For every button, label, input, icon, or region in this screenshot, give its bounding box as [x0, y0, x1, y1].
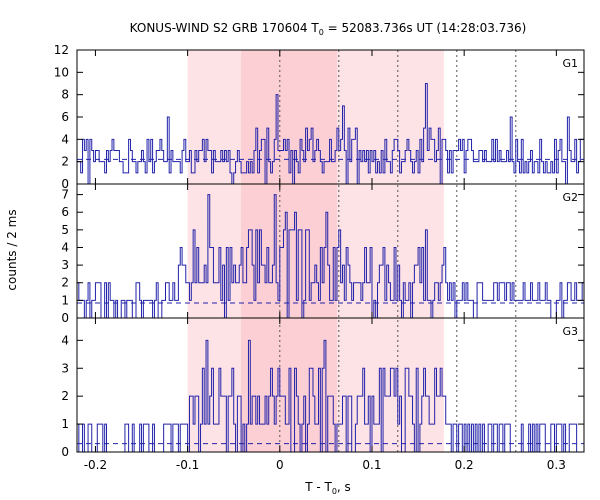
y-tick-label-g3-2: 2 [61, 389, 69, 403]
y-tick-label-g2-6: 6 [61, 205, 69, 219]
y-tick-label-g2-7: 7 [61, 188, 69, 202]
series-g1 [77, 83, 584, 185]
y-tick-label-g1-1: 2 [61, 155, 69, 169]
y-tick-label-g2-2: 2 [61, 276, 69, 290]
y-tick-label-g2-3: 3 [61, 258, 69, 272]
count-series [77, 83, 584, 453]
x-tick-label-1: -0.1 [176, 458, 199, 472]
x-tick-label-4: 0.2 [455, 458, 474, 472]
x-tick-label-2: 0 [276, 458, 284, 472]
y-axis-label: counts / 2 ms [5, 209, 19, 290]
y-tick-label-g2-4: 4 [61, 240, 69, 254]
panel-label-g1: G1 [562, 57, 578, 70]
y-tick-label-g2-1: 1 [61, 293, 69, 307]
y-tick-label-g2-5: 5 [61, 223, 69, 237]
x-tick-label-5: 0.3 [547, 458, 566, 472]
panel-frame-g3 [76, 317, 585, 453]
x-tick-label-0: -0.2 [84, 458, 107, 472]
x-tick-label-3: 0.1 [362, 458, 381, 472]
y-tick-label-g3-1: 1 [61, 417, 69, 431]
y-tick-label-g1-3: 6 [61, 110, 69, 124]
panel-label-g3: G3 [562, 325, 578, 338]
chart-title: KONUS-WIND S2 GRB 170604 T0 = 52083.736s… [130, 21, 527, 37]
y-tick-label-g1-0: 0 [61, 177, 69, 191]
series-g2 [77, 194, 584, 319]
y-tick-label-g2-0: 0 [61, 311, 69, 325]
y-tick-label-g3-4: 4 [61, 333, 69, 347]
y-tick-label-g3-0: 0 [61, 445, 69, 459]
x-axis-label: T - T0, s [304, 480, 351, 496]
y-tick-label-g1-6: 12 [54, 43, 69, 57]
panel-label-g2: G2 [562, 191, 578, 204]
y-tick-label-g1-4: 8 [61, 88, 69, 102]
y-tick-label-g3-3: 3 [61, 361, 69, 375]
y-tick-label-g1-2: 4 [61, 132, 69, 146]
y-tick-label-g1-5: 10 [54, 65, 69, 79]
